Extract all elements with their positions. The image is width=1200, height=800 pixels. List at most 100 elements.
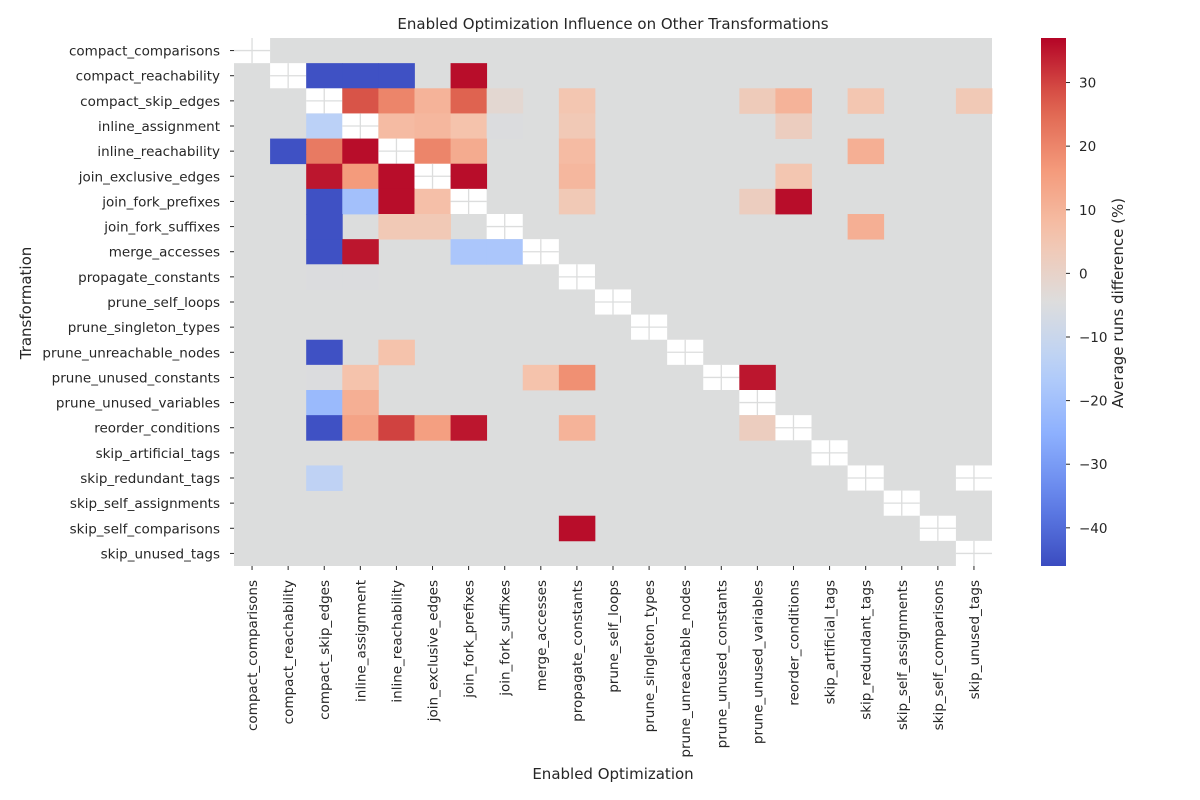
y-tick-label: prune_unused_constants	[52, 370, 220, 386]
x-tick-label: skip_self_assignments	[895, 580, 911, 730]
y-tick-label: reorder_conditions	[94, 421, 220, 437]
x-tick-label: propagate_constants	[570, 580, 586, 722]
heatmap-cell	[739, 188, 776, 215]
heatmap-cell	[306, 364, 343, 391]
x-tick-label: skip_artificial_tags	[823, 580, 839, 704]
heatmap-cell	[378, 339, 415, 366]
heatmap-cell	[270, 138, 307, 165]
colorbar-ticks: −40 −30 −20 −10 0 10 20 30	[1066, 76, 1108, 537]
heatmap-cell	[378, 88, 415, 114]
y-tick-label: join_fork_prefixes	[101, 194, 220, 210]
heatmap-cell	[306, 264, 343, 290]
heatmap-cell	[847, 88, 885, 114]
heatmap-cell	[450, 138, 488, 165]
x-tick-label: prune_singleton_types	[642, 580, 658, 732]
heatmap-cell	[378, 188, 415, 215]
heatmap-cell	[558, 188, 596, 215]
heatmap-cell	[342, 88, 379, 114]
y-tick-label: prune_unused_variables	[56, 396, 220, 412]
heatmap-cell	[847, 214, 885, 240]
colorbar-label: Average runs difference (%)	[1109, 198, 1127, 408]
heatmap-cell	[775, 88, 812, 114]
x-tick-label: skip_unused_tags	[967, 580, 983, 699]
heatmap-cell	[378, 163, 415, 190]
x-axis-label: Enabled Optimization	[532, 765, 693, 783]
y-tick-label: prune_singleton_types	[68, 320, 220, 336]
heatmap-cell	[342, 264, 379, 290]
x-tick-label: skip_redundant_tags	[859, 580, 875, 720]
heatmap-cell	[522, 364, 560, 391]
heatmap-cell	[342, 390, 379, 416]
colorbar-tick-label: 30	[1079, 76, 1096, 92]
heatmap-cell	[342, 364, 379, 391]
x-tick-labels: compact_comparisons compact_reachability c…	[245, 566, 983, 758]
heatmap-cell	[558, 415, 596, 441]
y-tick-label: skip_self_comparisons	[70, 521, 220, 537]
colorbar-tick-label: 20	[1079, 139, 1096, 155]
heatmap-cell	[378, 415, 415, 441]
heatmap-cell	[342, 239, 379, 265]
x-tick-label: skip_self_comparisons	[931, 580, 947, 730]
y-tick-label: join_exclusive_edges	[78, 169, 220, 185]
heatmap-cell	[450, 88, 488, 114]
colorbar-tick-label: −30	[1079, 457, 1108, 473]
chart-title: Enabled Optimization Influence on Other …	[397, 15, 828, 33]
heatmap-cell	[450, 113, 488, 139]
x-tick-label: inline_reachability	[389, 580, 405, 703]
heatmap-cell	[558, 364, 596, 391]
x-tick-label: prune_unused_variables	[750, 580, 766, 744]
heatmap-cell	[306, 138, 343, 165]
y-tick-label: skip_redundant_tags	[80, 471, 220, 487]
heatmap-cell	[378, 214, 415, 240]
x-tick-label: join_fork_prefixes	[462, 580, 478, 699]
heatmap-cell	[414, 138, 451, 165]
heatmap-cell	[306, 63, 343, 89]
heatmap-cell	[342, 188, 379, 215]
heatmap-cell	[378, 113, 415, 139]
x-tick-label: inline_assignment	[353, 580, 369, 702]
heatmap-cell	[306, 188, 343, 215]
heatmap-cell	[306, 163, 343, 190]
colorbar-tick-label: 10	[1079, 203, 1096, 219]
heatmap-cell	[306, 113, 343, 139]
heatmap-cell	[306, 214, 343, 240]
x-tick-label: merge_accesses	[534, 580, 550, 691]
heatmap-cell	[955, 88, 993, 114]
x-tick-label: prune_self_loops	[606, 580, 622, 693]
y-tick-label: compact_reachability	[76, 69, 220, 85]
heatmap-cell	[847, 138, 885, 165]
heatmap-cell	[378, 63, 415, 89]
y-tick-label: prune_self_loops	[107, 295, 220, 311]
heatmap-cell	[486, 88, 524, 114]
y-axis-label: Transformation	[17, 247, 35, 361]
heatmap-cell	[558, 113, 596, 139]
y-tick-label: compact_skip_edges	[80, 94, 220, 110]
x-tick-label: join_exclusive_edges	[426, 580, 442, 722]
y-tick-label: inline_assignment	[98, 119, 220, 135]
y-tick-label: inline_reachability	[97, 144, 220, 160]
colorbar-tick-label: −20	[1079, 394, 1108, 410]
x-tick-label: prune_unreachable_nodes	[678, 580, 694, 758]
heatmap-cell	[558, 163, 596, 190]
heatmap-cell	[342, 163, 379, 190]
y-tick-label: skip_self_assignments	[70, 496, 220, 512]
x-tick-label: compact_comparisons	[245, 580, 261, 731]
heatmap-cell	[450, 239, 488, 265]
heatmap-cell	[306, 465, 343, 491]
x-tick-label: reorder_conditions	[786, 580, 802, 706]
heatmap-cell	[306, 390, 343, 416]
heatmap-cell	[414, 415, 451, 441]
colorbar	[1041, 38, 1066, 566]
y-tick-label: skip_artificial_tags	[96, 446, 220, 462]
colorbar-tick-label: 0	[1079, 266, 1088, 282]
heatmap-cell	[739, 88, 776, 114]
heatmap-cell	[342, 138, 379, 165]
heatmap-cell	[558, 88, 596, 114]
heatmap-cell	[450, 163, 488, 190]
heatmap-cell	[450, 63, 488, 89]
heatmap-cell	[558, 515, 596, 542]
heatmap-cell	[775, 113, 812, 139]
heatmap-cell	[414, 214, 451, 240]
x-tick-label: join_fork_suffixes	[498, 580, 514, 697]
